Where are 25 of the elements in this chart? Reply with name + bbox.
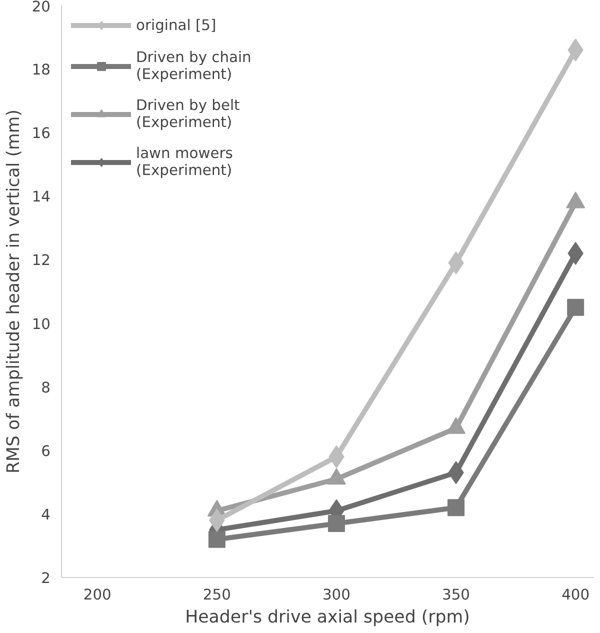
point [567,298,584,316]
legend-label: original [5] [136,16,216,34]
legend-label: Driven by chain (Experiment) [136,49,252,83]
point [448,499,465,516]
x-tick-label: 350 [442,586,470,604]
y-axis-title: RMS of amplitude header in vertical (mm) [4,109,24,474]
y-tick-label: 14 [32,188,51,206]
legend-label: lawn mowers (Experiment) [136,145,233,179]
y-tick-label: 12 [32,252,51,270]
x-tick-label: 300 [322,586,350,604]
legend-label: Driven by belt (Experiment) [136,97,240,131]
y-tick-label: 18 [32,62,51,79]
x-tick-label: 250 [202,586,231,604]
y-tick-label: 20 [32,0,51,16]
y-tick-label: 16 [32,125,51,142]
y-tick-label: 10 [32,316,51,333]
point [328,514,345,532]
x-axis-title: Header's drive axial speed (rpm) [185,608,470,628]
x-tick-label: 200 [83,586,112,604]
point [208,530,226,548]
y-tick-label: 4 [41,506,51,524]
y-tick-label: 6 [41,442,51,460]
y-tick-label: 8 [41,379,51,396]
y-tick-label: 2 [41,570,51,587]
x-tick-label: 400 [562,586,590,604]
